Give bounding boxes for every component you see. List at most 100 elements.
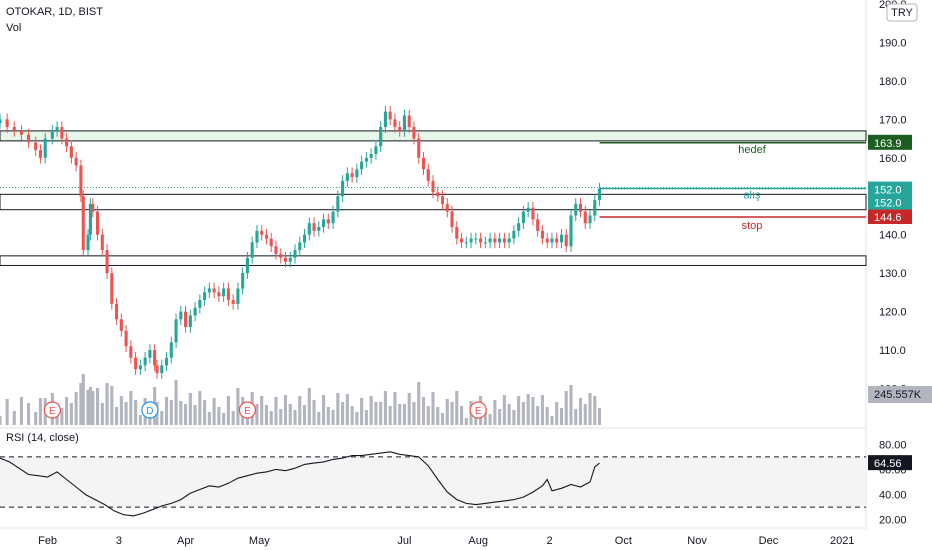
candle-body <box>298 242 302 251</box>
volume-bar <box>597 408 602 425</box>
candle-body <box>464 242 468 244</box>
volume-bar <box>540 395 544 425</box>
candle-body <box>388 111 392 120</box>
candle-body <box>241 273 245 289</box>
candle-body <box>198 300 202 308</box>
candle-body <box>421 157 426 170</box>
volume-bar <box>440 413 445 425</box>
volume-bar <box>488 414 492 425</box>
candle-body <box>164 357 169 366</box>
candle-body <box>550 238 554 243</box>
volume-bar <box>60 408 64 425</box>
volume-bar <box>393 392 397 425</box>
volume-bar <box>578 398 583 425</box>
candle-body <box>91 203 95 212</box>
time-tick-label: Jul <box>397 535 411 547</box>
volume-bar <box>531 397 535 425</box>
volume-bar <box>460 406 464 425</box>
candle-body <box>212 288 216 293</box>
volume-bar <box>555 402 559 425</box>
zone-rect <box>0 130 867 142</box>
candle-body <box>293 250 297 258</box>
candle-body <box>312 223 316 231</box>
volume-bar <box>222 413 226 425</box>
candle-body <box>19 130 23 135</box>
rsi-band-fill <box>0 456 866 508</box>
volume-bar <box>345 394 349 425</box>
candle-body <box>119 319 123 331</box>
candle-body <box>350 173 354 178</box>
level-price-badge-stop <box>868 209 912 225</box>
event-marker-label: E <box>244 406 251 417</box>
event-marker <box>43 401 61 419</box>
level-label-entry: alış <box>743 190 761 202</box>
volume-bar <box>226 396 230 425</box>
candle-body <box>105 250 109 274</box>
level-price-badge-target <box>868 134 912 150</box>
candle-body <box>236 288 240 304</box>
volume-bar <box>91 391 95 425</box>
candle-body <box>269 238 273 247</box>
volume-value-label: 245.557K <box>874 389 922 401</box>
candle-body <box>38 150 42 158</box>
volume-bar <box>512 410 516 425</box>
volume-bar <box>207 412 211 425</box>
level-label-target: hedef <box>738 144 766 156</box>
volume-bar <box>507 404 511 425</box>
volume-bar <box>383 391 387 425</box>
volume-bar <box>134 400 138 425</box>
candle-body <box>445 203 449 212</box>
rsi-value-label: 64.56 <box>874 458 902 470</box>
candle-body <box>331 211 335 224</box>
volume-bar <box>502 395 506 425</box>
volume-bar <box>279 409 283 425</box>
candle-body <box>188 315 192 327</box>
price-tick-label: 120.0 <box>879 307 907 319</box>
candle-body <box>5 119 9 128</box>
volume-bar <box>593 396 597 425</box>
volume-bar <box>445 399 449 425</box>
volume-bar <box>312 400 316 425</box>
candle-body <box>578 203 583 212</box>
last-price-label: 152.0 <box>874 198 902 210</box>
volume-bar <box>274 397 278 425</box>
candle-body <box>355 169 359 178</box>
volume-bar <box>569 385 573 425</box>
candle-body <box>302 234 307 243</box>
candle-body <box>398 127 402 131</box>
candle-body <box>507 238 511 243</box>
price-tick-label: 140.0 <box>879 230 907 242</box>
candle-body <box>245 257 249 274</box>
currency-badge[interactable] <box>886 3 918 22</box>
candle-body <box>143 357 147 366</box>
volume-bar <box>388 406 392 425</box>
candle-body <box>207 288 211 293</box>
price-tick-label: 130.0 <box>879 268 907 280</box>
candle-body <box>345 173 349 181</box>
level-price-label-stop: 144.6 <box>874 212 902 224</box>
volume-bar <box>559 408 564 425</box>
candle-body <box>155 365 159 374</box>
volume-bar <box>364 410 368 425</box>
candle-body <box>184 311 188 327</box>
candle-body <box>512 230 516 239</box>
candle-body <box>317 227 321 231</box>
candle-body <box>148 350 152 358</box>
candle-body <box>193 307 197 316</box>
time-tick-label: 2 <box>547 535 553 547</box>
volume-bar <box>355 412 359 425</box>
candle-body <box>255 230 259 243</box>
candle-body <box>588 215 592 224</box>
volume-bar <box>331 410 335 425</box>
time-tick-label: Feb <box>38 535 57 547</box>
price-tick-label: 190.0 <box>879 37 907 49</box>
volume-bar <box>65 397 69 425</box>
candle-body <box>597 188 602 201</box>
volume-bar <box>317 412 321 425</box>
currency-label: TRY <box>891 7 913 19</box>
candle-body <box>393 119 397 128</box>
candle-body <box>564 234 568 247</box>
volume-bar <box>105 383 109 425</box>
volume-bar <box>412 402 416 425</box>
volume-bar <box>27 403 31 425</box>
